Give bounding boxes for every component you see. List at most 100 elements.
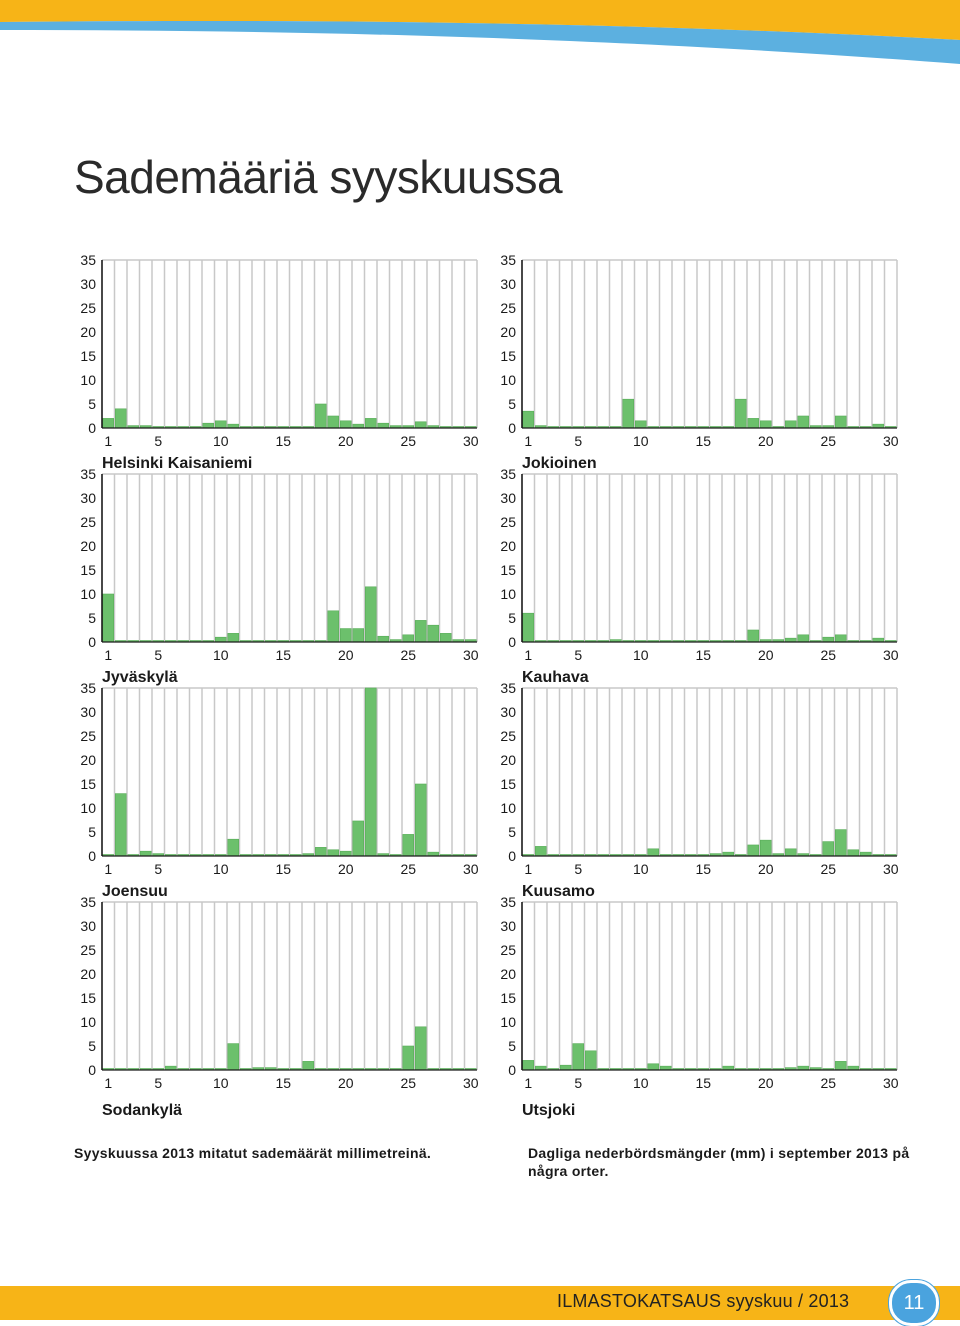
grid-lines bbox=[102, 259, 478, 428]
bar-day-28 bbox=[439, 633, 452, 643]
bar-day-26 bbox=[834, 634, 847, 643]
bar-day-21 bbox=[352, 628, 364, 643]
bar-day-26 bbox=[414, 620, 427, 643]
bar-day-19 bbox=[327, 610, 340, 643]
y-tick-label: 10 bbox=[500, 586, 516, 602]
y-tick-label: 20 bbox=[80, 538, 96, 554]
bar-day-5 bbox=[572, 1043, 585, 1071]
bars bbox=[102, 403, 477, 429]
bar-day-19 bbox=[327, 849, 340, 857]
y-tick-label: 20 bbox=[500, 324, 516, 340]
y-tick-label: 0 bbox=[508, 420, 516, 436]
y-tick-label: 0 bbox=[88, 1062, 96, 1078]
x-tick-label: 30 bbox=[463, 861, 479, 877]
x-tick-label: 25 bbox=[820, 433, 836, 449]
x-tick-label: 30 bbox=[883, 1075, 899, 1091]
bar-day-22 bbox=[784, 420, 797, 429]
page-number: 11 bbox=[903, 1291, 925, 1314]
bar-day-27 bbox=[847, 849, 859, 857]
x-tick-label: 5 bbox=[574, 433, 582, 449]
bar-day-6 bbox=[585, 1050, 597, 1071]
bar-day-25 bbox=[822, 841, 834, 857]
bar-day-20 bbox=[759, 420, 772, 429]
x-tick-label: 10 bbox=[633, 647, 649, 663]
bar-day-26 bbox=[414, 421, 427, 429]
footer-bar bbox=[0, 1286, 960, 1320]
x-tick-label: 15 bbox=[275, 1075, 291, 1091]
y-tick-label: 20 bbox=[80, 752, 96, 768]
y-tick-label: 35 bbox=[80, 680, 96, 696]
y-tick-label: 0 bbox=[88, 634, 96, 650]
y-tick-label: 30 bbox=[500, 276, 516, 292]
grid-lines bbox=[522, 901, 898, 1070]
y-tick-label: 20 bbox=[500, 752, 516, 768]
bar-day-23 bbox=[377, 635, 389, 643]
x-tick-label: 5 bbox=[574, 1075, 582, 1091]
bars bbox=[102, 687, 477, 857]
y-tick-label: 25 bbox=[500, 514, 516, 530]
y-tick-label: 20 bbox=[500, 538, 516, 554]
x-tick-label: 5 bbox=[574, 861, 582, 877]
bar-day-10 bbox=[215, 636, 227, 643]
grid-lines bbox=[522, 687, 898, 856]
bars bbox=[522, 398, 897, 429]
y-tick-label: 5 bbox=[88, 610, 96, 626]
bar-day-4 bbox=[140, 850, 152, 857]
bar-day-25 bbox=[402, 1045, 414, 1071]
x-tick-label: 25 bbox=[820, 1075, 836, 1091]
y-tick-label: 5 bbox=[88, 396, 96, 412]
x-tick-label: 20 bbox=[758, 861, 774, 877]
bar-day-26 bbox=[834, 829, 847, 857]
y-tick-label: 25 bbox=[500, 942, 516, 958]
page-number-badge: 11 bbox=[889, 1280, 939, 1326]
bar-day-11 bbox=[647, 1063, 660, 1071]
bar-day-22 bbox=[364, 687, 377, 857]
y-tick-label: 5 bbox=[508, 610, 516, 626]
bar-day-1 bbox=[522, 612, 534, 643]
y-tick-label: 30 bbox=[500, 918, 516, 934]
bar-day-20 bbox=[339, 420, 352, 429]
footer-title: ILMASTOKATSAUS syyskuu / 2013 bbox=[557, 1291, 850, 1311]
x-tick-label: 1 bbox=[524, 861, 532, 877]
bar-day-22 bbox=[364, 418, 377, 429]
bar-day-1 bbox=[522, 410, 534, 429]
x-tick-label: 25 bbox=[400, 433, 416, 449]
y-tick-label: 15 bbox=[500, 776, 516, 792]
bars bbox=[102, 1026, 477, 1071]
y-tick-label: 35 bbox=[500, 680, 516, 696]
bar-day-23 bbox=[797, 415, 809, 429]
top-decorative-band bbox=[0, 0, 960, 64]
y-tick-label: 25 bbox=[80, 942, 96, 958]
y-tick-label: 0 bbox=[508, 634, 516, 650]
x-tick-label: 25 bbox=[400, 861, 416, 877]
x-tick-label: 15 bbox=[695, 1075, 711, 1091]
x-tick-label: 1 bbox=[104, 433, 112, 449]
x-tick-label: 10 bbox=[213, 433, 229, 449]
x-tick-label: 1 bbox=[524, 647, 532, 663]
bar-day-20 bbox=[339, 850, 352, 857]
bar-day-2 bbox=[114, 408, 127, 429]
bar-day-26 bbox=[414, 1026, 427, 1071]
x-tick-label: 30 bbox=[463, 1075, 479, 1091]
x-tick-label: 20 bbox=[338, 861, 354, 877]
y-tick-label: 30 bbox=[80, 490, 96, 506]
y-tick-label: 30 bbox=[500, 704, 516, 720]
bar-day-25 bbox=[402, 834, 414, 857]
bars bbox=[522, 612, 897, 643]
y-tick-label: 35 bbox=[80, 252, 96, 268]
bar-day-17 bbox=[302, 1061, 315, 1071]
y-tick-label: 5 bbox=[88, 1038, 96, 1054]
bar-day-27 bbox=[427, 624, 439, 643]
caption-finnish: Syyskuussa 2013 mitatut sademäärät milli… bbox=[74, 1145, 432, 1161]
page-title: Sademääriä syyskuussa bbox=[74, 151, 563, 203]
bar-day-26 bbox=[834, 415, 847, 429]
bar-day-23 bbox=[377, 422, 389, 429]
y-tick-label: 30 bbox=[500, 490, 516, 506]
bar-day-21 bbox=[352, 820, 364, 857]
bar-day-22 bbox=[364, 586, 377, 643]
x-tick-label: 30 bbox=[883, 861, 899, 877]
